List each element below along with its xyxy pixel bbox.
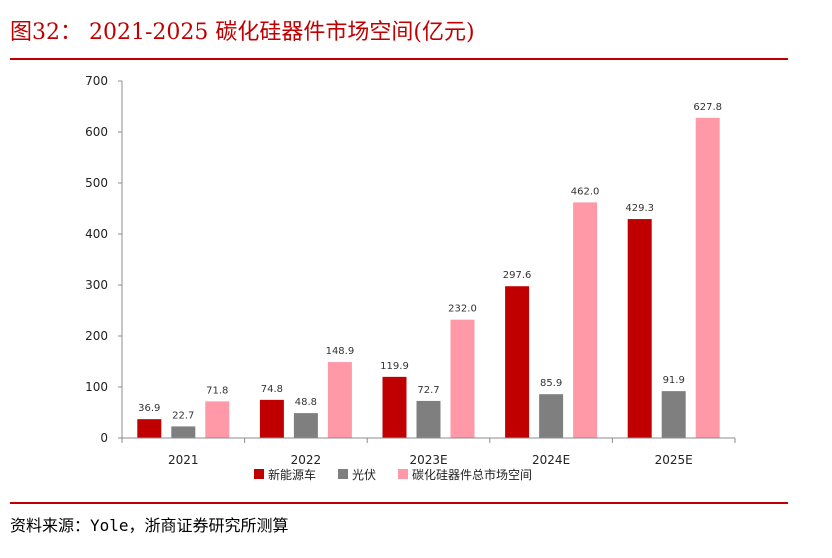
bar [416,400,441,438]
bar-group: 36.9 22.7 71.8 74.8 48.8 148.9 119.9 72.7 232.0 2… [137,102,722,439]
x-tick-label: 2022 [291,453,322,467]
source-note: 资料来源：Yole，浙商证券研究所测算 [10,516,289,535]
legend-label: 新能源车 [268,467,316,482]
data-label: 148.9 [326,346,355,357]
title-divider [10,58,788,60]
bar [505,286,530,438]
bar [382,376,407,438]
data-label: 74.8 [261,384,283,395]
y-tick-label: 500 [85,176,108,190]
data-label: 36.9 [138,403,160,414]
bar [205,401,230,438]
bar [171,426,196,438]
data-label: 72.7 [417,385,439,396]
data-label: 627.8 [693,102,722,113]
data-label: 429.3 [625,203,654,214]
bar [573,202,598,438]
bar [539,394,564,438]
legend-swatch [254,469,264,479]
data-label: 297.6 [503,270,532,281]
data-label: 48.8 [295,397,317,408]
bar [327,362,352,438]
data-label: 119.9 [380,361,409,372]
legend-swatch [398,469,408,479]
bar [293,413,318,438]
x-tick-label: 2024E [532,453,570,467]
page-title: 图32： 2021-2025 碳化硅器件市场空间(亿元) [10,20,475,45]
y-tick-label: 600 [85,125,108,139]
data-label: 22.7 [172,410,194,421]
bar [450,319,475,438]
legend-label: 碳化硅器件总市场空间 [412,467,532,482]
legend-label: 光伏 [352,468,376,482]
footer-divider [10,502,788,504]
x-tick-label: 2021 [168,453,199,467]
data-label: 71.8 [206,385,228,396]
y-tick-label: 100 [85,380,108,394]
data-label: 91.9 [663,375,685,386]
bar-chart: 0 100 200 300 400 500 600 700 36.9 22.7 71.8 74.8 4… [85,74,736,482]
legend-swatch [338,469,348,479]
y-tick-label: 300 [85,278,108,292]
y-tick-label: 700 [85,74,108,88]
bar [137,419,162,438]
y-tick-label: 200 [85,329,108,343]
data-label: 85.9 [540,378,562,389]
x-tick-label: 2025E [655,453,693,467]
y-tick-label: 400 [85,227,108,241]
bar [661,391,686,438]
bar [695,117,720,439]
data-label: 462.0 [571,186,600,197]
data-label: 232.0 [448,304,477,315]
legend: 新能源车 光伏 碳化硅器件总市场空间 [254,467,532,482]
x-axis: 2021 2022 2023E 2024E 2025E [121,437,736,467]
bar [627,219,652,438]
x-tick-label: 2023E [409,453,447,467]
bar [259,399,284,438]
y-axis: 0 100 200 300 400 500 600 700 [85,74,123,445]
y-tick-label: 0 [100,431,108,445]
